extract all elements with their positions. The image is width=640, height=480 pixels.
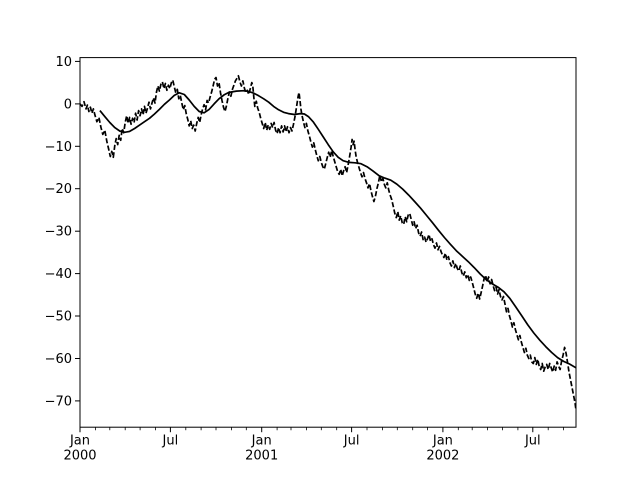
x-tick-label: Jul: [524, 434, 541, 449]
y-tick-label: 10: [55, 55, 72, 70]
x-tick-year-label: 2001: [245, 449, 278, 464]
y-tick-label: −50: [45, 310, 72, 325]
y-tick-label: −30: [45, 225, 72, 240]
x-tick-year-label: 2000: [63, 449, 96, 464]
x-tick-label: Jul: [162, 434, 179, 449]
y-tick-label: −40: [45, 267, 72, 282]
x-tick-year-label: 2002: [426, 449, 459, 464]
y-tick-label: 0: [64, 97, 72, 112]
y-tick-label: −20: [45, 182, 72, 197]
x-axis-minor-ticks: [95, 427, 564, 431]
y-tick-label: −70: [45, 394, 72, 409]
x-tick-label: Jan: [69, 434, 90, 449]
smoothed-series-line: [99, 89, 577, 369]
plot-series-group: [79, 74, 577, 411]
y-tick-label: −10: [45, 140, 72, 155]
axes-spines: [79, 57, 577, 428]
daily-series-line: [79, 74, 577, 411]
y-tick-label: −60: [45, 352, 72, 367]
x-tick-label: Jan: [251, 434, 272, 449]
x-tick-label: Jul: [343, 434, 360, 449]
x-tick-label: Jan: [432, 434, 453, 449]
y-axis: 10 0 −10 −20 −30 −40 −50 −60 −70: [45, 55, 80, 409]
